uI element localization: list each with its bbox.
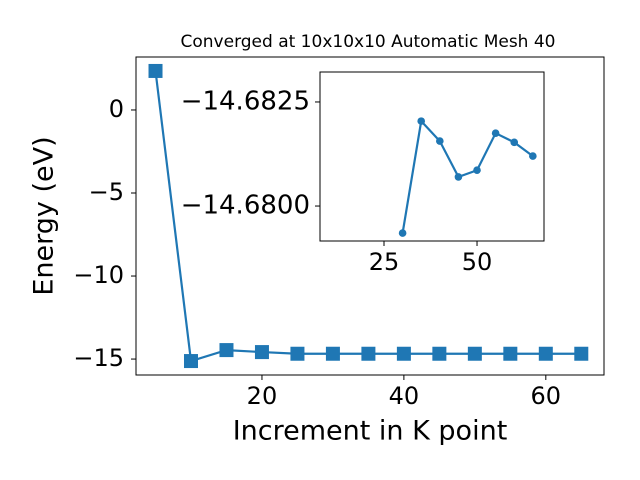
marker [491,129,500,137]
x-tick-label: 20 [247,382,278,410]
marker [574,346,589,361]
marker [183,354,198,369]
y-axis-label: Energy (eV) [29,136,60,295]
y-tick-label: −14.6800 [181,191,310,221]
marker [529,152,537,160]
marker [396,346,411,361]
marker [503,346,518,361]
marker [538,346,553,361]
marker [325,346,340,361]
x-tick-label: 40 [389,382,420,410]
inset-background [320,72,544,241]
marker [417,117,426,125]
plot-area [398,117,537,237]
marker [219,343,234,358]
marker [436,137,444,145]
y-tick-label: −10 [73,261,124,289]
marker [432,346,447,361]
axes-frame [319,71,545,242]
x-axis-label: Increment in K point [233,416,508,447]
y-tick-label: −14.6825 [181,86,310,116]
chart-title: Converged at 10x10x10 Automatic Mesh 40 [181,32,556,52]
marker [254,345,269,360]
marker [290,346,305,361]
x-tick-label: 25 [369,248,400,276]
axes-frame [135,56,605,376]
x-tick-label: 60 [531,382,562,410]
marker [398,229,407,237]
y-tick-label: 0 [109,95,124,123]
marker [510,138,519,147]
x-tick-label: 50 [462,248,493,276]
marker [473,166,481,175]
y-tick-label: −15 [73,344,124,372]
marker [467,346,482,361]
y-tick-label: −5 [89,178,124,206]
marker [148,63,163,78]
marker [454,173,463,181]
marker [361,346,376,361]
